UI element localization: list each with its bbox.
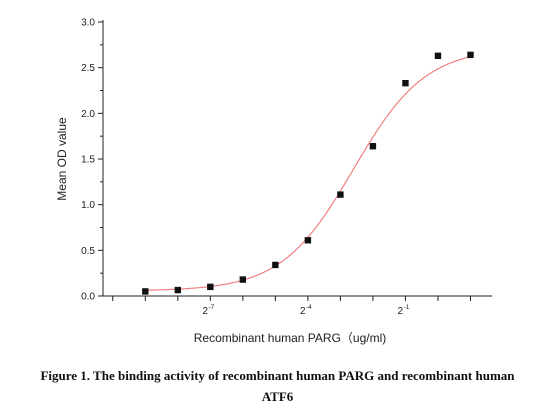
data-point <box>239 276 247 283</box>
y-tick-label: 0.0 <box>81 292 95 303</box>
data-point <box>369 143 377 150</box>
y-tick-label: 2.5 <box>81 63 95 74</box>
figure-caption: Figure 1. The binding activity of recomb… <box>0 365 555 407</box>
data-point <box>174 286 181 294</box>
data-point <box>402 79 409 87</box>
x-tick-label: 2-7 <box>202 304 214 317</box>
x-axis-label: Recombinant human PARG（ug/ml) <box>194 331 387 345</box>
y-tick-label: 1.0 <box>81 200 95 211</box>
data-point <box>304 237 312 244</box>
data-point <box>467 51 474 59</box>
x-tick-label: 2-1 <box>398 304 410 317</box>
y-tick-label: 0.5 <box>81 246 95 257</box>
x-tick-label: 2-4 <box>300 304 312 317</box>
data-point <box>337 191 344 198</box>
caption-line-1: Figure 1. The binding activity of recomb… <box>40 368 515 383</box>
data-points <box>142 51 474 295</box>
y-axis: 0.0 0.5 1.0 1.5 2.0 2.5 3.0 <box>81 18 104 303</box>
y-tick-label: 3.0 <box>81 18 95 29</box>
binding-activity-chart: 0.0 0.5 1.0 1.5 2.0 2.5 3.0 2-7 2-4 2-1 Mean OD … <box>55 18 492 345</box>
fit-curve <box>145 55 473 291</box>
data-point <box>434 52 442 59</box>
fit-curve-group <box>145 55 473 291</box>
data-point <box>272 261 279 269</box>
x-axis: 2-7 2-4 2-1 <box>103 295 492 317</box>
y-axis-label: Mean OD value <box>55 117 69 201</box>
data-point <box>207 283 214 291</box>
caption-line-2: ATF6 <box>261 389 294 404</box>
data-point <box>142 288 149 295</box>
y-tick-label: 2.0 <box>81 109 95 120</box>
y-tick-label: 1.5 <box>81 155 95 166</box>
